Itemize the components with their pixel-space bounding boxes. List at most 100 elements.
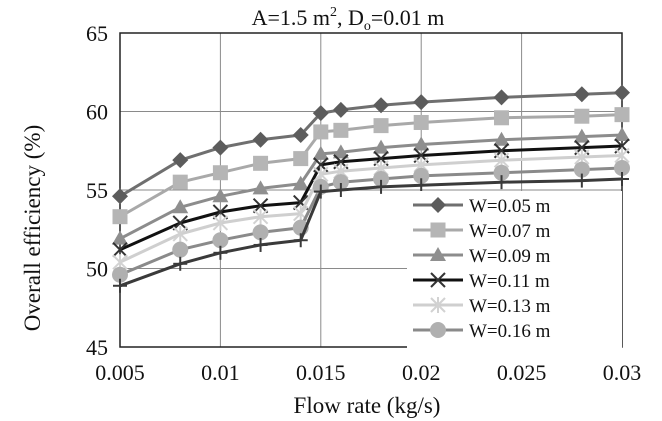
data-point <box>252 197 269 214</box>
data-point <box>172 215 188 231</box>
legend-label: W=0.07 m <box>469 221 551 242</box>
data-point <box>172 241 189 258</box>
data-point <box>212 139 229 156</box>
y-tick-label: 65 <box>86 21 108 46</box>
legend-marker <box>430 197 446 213</box>
data-point <box>494 175 509 190</box>
data-point <box>172 199 189 214</box>
data-point <box>292 127 309 144</box>
data-point <box>313 124 329 140</box>
series-3 <box>112 127 630 245</box>
legend-marker <box>430 247 446 261</box>
legend: W=0.05 m W=0.07 m W=0.09 m W=0.11 m W=0.13 m… <box>407 191 622 349</box>
data-point <box>373 139 390 154</box>
x-tick-label: 0.03 <box>603 360 642 385</box>
data-point <box>253 237 268 252</box>
data-point <box>253 155 269 171</box>
x-tick-label: 0.01 <box>201 360 240 385</box>
data-point <box>112 230 128 245</box>
x-tick-label: 0.005 <box>95 360 145 385</box>
x-tick-label: 0.015 <box>296 360 346 385</box>
legend-item: W=0.07 m <box>413 221 551 242</box>
data-point <box>332 174 349 191</box>
data-point <box>172 174 188 190</box>
y-tick-label: 55 <box>86 178 108 203</box>
series-2 <box>112 107 630 225</box>
series-1 <box>112 84 630 205</box>
y-tick-label: 45 <box>86 335 108 360</box>
legend-item: W=0.05 m <box>413 196 551 217</box>
data-point <box>333 122 349 138</box>
data-point <box>614 107 630 123</box>
x-tick-label: 0.025 <box>497 360 547 385</box>
series-7 <box>113 172 629 293</box>
x-tick-labels: 0.005 0.01 0.015 0.02 0.025 0.03 <box>95 360 641 385</box>
data-point <box>252 131 269 148</box>
legend-marker <box>430 322 446 338</box>
data-point <box>333 183 348 197</box>
legend-marker <box>430 222 446 238</box>
data-point <box>573 161 590 178</box>
data-point <box>373 171 390 188</box>
data-point <box>573 128 590 143</box>
legend-item: W=0.11 m <box>413 271 550 292</box>
data-point <box>112 209 128 225</box>
legend-label: W=0.05 m <box>469 196 551 217</box>
data-point <box>293 151 309 167</box>
data-point <box>332 101 349 118</box>
data-point <box>493 89 510 106</box>
legend-item: W=0.16 m <box>413 321 551 342</box>
data-point <box>113 278 127 293</box>
series-layer <box>112 84 630 293</box>
data-point <box>213 245 228 260</box>
data-point <box>293 233 308 248</box>
data-point <box>614 127 630 142</box>
y-axis-label: Overall efficiency (%) <box>20 125 45 331</box>
data-point <box>373 118 389 134</box>
data-point <box>172 152 189 169</box>
legend-label: W=0.13 m <box>469 296 551 317</box>
data-point <box>413 167 430 184</box>
data-point <box>573 86 590 103</box>
series-line <box>119 144 623 252</box>
data-point <box>493 131 510 146</box>
data-point <box>212 204 229 220</box>
legend-marker <box>430 297 446 313</box>
data-point <box>413 136 430 151</box>
series-line <box>119 154 623 264</box>
series-line <box>119 133 623 241</box>
y-tick-label: 60 <box>86 100 108 125</box>
data-point <box>574 108 590 124</box>
legend-label: W=0.09 m <box>469 246 551 267</box>
data-point <box>373 97 390 114</box>
data-point <box>112 241 128 258</box>
y-tick-labels: 45 50 55 60 65 <box>86 21 108 360</box>
data-point <box>112 188 128 205</box>
data-point <box>615 172 629 187</box>
data-point <box>312 145 329 160</box>
legend-marker <box>430 272 446 288</box>
data-point <box>252 180 269 195</box>
data-point <box>112 266 128 283</box>
y-tick-label: 50 <box>86 257 108 282</box>
data-point <box>414 178 429 193</box>
chart-title: A=1.5 m2, Do=0.01 m <box>252 5 445 34</box>
data-point <box>252 208 269 225</box>
data-point <box>494 110 510 126</box>
data-point <box>292 175 309 190</box>
data-point <box>493 164 510 181</box>
data-point <box>212 188 229 203</box>
data-point <box>212 214 229 231</box>
legend-box <box>407 191 622 349</box>
series-line <box>119 91 623 198</box>
data-point <box>413 94 430 111</box>
legend-item: W=0.09 m <box>413 246 551 267</box>
data-point <box>332 144 349 159</box>
data-point <box>413 114 429 130</box>
data-point <box>313 184 328 199</box>
data-point <box>312 105 329 122</box>
legend-label: W=0.11 m <box>469 271 550 292</box>
x-tick-label: 0.02 <box>402 360 441 385</box>
data-point <box>374 179 389 194</box>
